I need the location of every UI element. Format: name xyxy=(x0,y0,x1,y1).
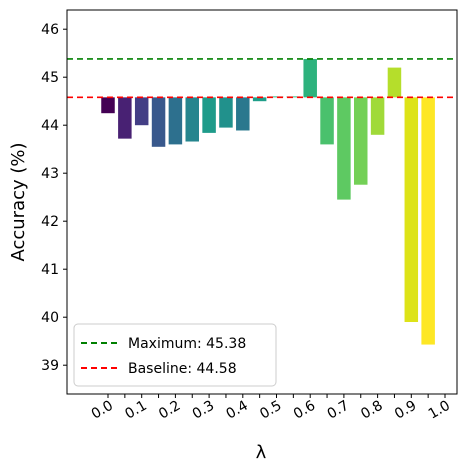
legend-frame xyxy=(73,323,277,387)
x-tick-label: 0.3 xyxy=(190,398,217,423)
x-tick-label: 0.5 xyxy=(257,398,284,423)
bar-18 xyxy=(404,97,419,322)
y-tick-label: 45 xyxy=(41,70,59,86)
bars-layer xyxy=(101,58,435,345)
bar-19 xyxy=(421,97,435,345)
y-axis-title: Accuracy (%) xyxy=(8,142,29,261)
y-tick-label: 44 xyxy=(41,118,59,134)
x-tick-label: 0.0 xyxy=(89,398,116,423)
bar-9 xyxy=(252,97,267,102)
bar-13 xyxy=(320,97,334,145)
x-tick-label: 0.1 xyxy=(122,398,149,423)
bar-2 xyxy=(134,97,149,126)
bar-16 xyxy=(370,97,385,135)
bar-7 xyxy=(219,97,233,128)
plot-frame xyxy=(66,9,458,395)
bar-0 xyxy=(101,97,115,114)
y-axis: 39 40 41 42 43 44 45 46 xyxy=(41,22,67,374)
bar-12 xyxy=(303,58,317,98)
y-tick-label: 46 xyxy=(41,22,59,38)
x-tick-label: 1.0 xyxy=(426,398,453,423)
legend: Maximum: 45.38 Baseline: 44.58 xyxy=(73,323,277,387)
legend-label-baseline: Baseline: 44.58 xyxy=(128,361,237,377)
bar-17 xyxy=(387,67,402,98)
y-tick-label: 40 xyxy=(41,310,59,326)
reference-lines-layer xyxy=(67,58,457,99)
bar-3 xyxy=(151,97,166,147)
bar-5 xyxy=(185,97,199,142)
y-tick-label: 42 xyxy=(41,214,59,230)
bar-11 xyxy=(286,96,301,98)
x-tick-label: 0.4 xyxy=(224,398,251,423)
bar-10 xyxy=(269,96,284,98)
bar-6 xyxy=(202,97,216,133)
y-tick-label: 39 xyxy=(41,358,59,374)
x-axis-title: λ xyxy=(256,442,267,463)
x-tick-label: 0.2 xyxy=(156,398,183,423)
x-axis: 0.0 0.1 0.2 0.3 0.4 0.5 0.6 0.7 0.8 0.9 1.0 xyxy=(89,394,453,423)
y-tick-label: 43 xyxy=(41,166,59,182)
x-tick-label: 0.9 xyxy=(392,398,419,423)
bar-1 xyxy=(118,97,132,139)
legend-label-maximum: Maximum: 45.38 xyxy=(128,336,246,352)
bar-4 xyxy=(168,97,183,145)
bar-8 xyxy=(236,97,250,131)
bar-14 xyxy=(337,97,351,200)
bar-15 xyxy=(354,97,368,185)
x-tick-label: 0.8 xyxy=(358,398,385,423)
x-tick-label: 0.7 xyxy=(325,398,352,423)
y-tick-label: 41 xyxy=(41,262,59,278)
x-tick-label: 0.6 xyxy=(291,398,318,423)
